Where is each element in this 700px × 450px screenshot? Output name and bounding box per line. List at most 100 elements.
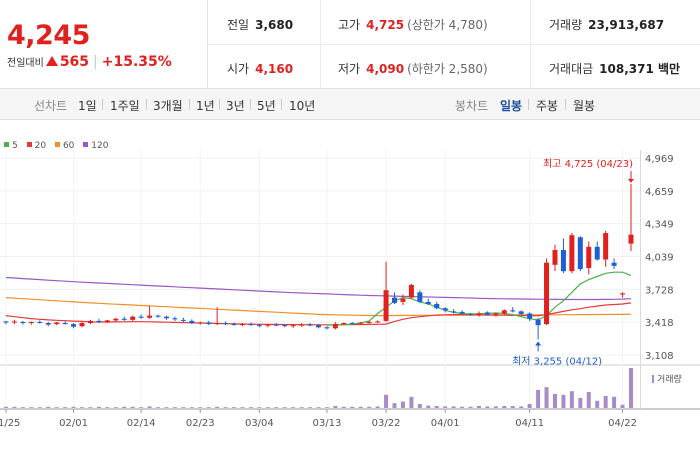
volume-bar <box>384 394 389 408</box>
candle-body <box>392 297 398 303</box>
current-price: 4,245 <box>7 20 90 51</box>
low-label: 저가 <box>338 62 361 76</box>
candle-body <box>560 249 566 272</box>
volume-bar <box>569 391 574 408</box>
x-tick-label: 04/11 <box>515 418 544 429</box>
candle-body <box>425 301 431 304</box>
range-1y[interactable]: 1년 <box>196 99 215 113</box>
volume-bar <box>206 407 211 408</box>
candle-body <box>231 324 237 326</box>
x-tick-label: 02/14 <box>127 418 156 429</box>
volume-bar <box>443 406 448 408</box>
range-10y[interactable]: 10년 <box>289 99 316 113</box>
candle-body <box>96 320 102 322</box>
volume-bar <box>96 406 101 408</box>
volume-bar <box>122 406 127 408</box>
candle-body <box>341 323 347 325</box>
candle-body <box>417 292 423 302</box>
lower-limit: (하한가 2,580) <box>407 62 488 76</box>
volume-bar <box>172 407 177 408</box>
x-tick-label: 03/04 <box>245 418 274 429</box>
candle-body <box>282 325 288 327</box>
range-3m[interactable]: 3개월 <box>153 99 183 113</box>
candle-body <box>155 315 161 317</box>
upper-limit: (상한가 4,780) <box>407 18 488 32</box>
volume-bar <box>451 406 456 408</box>
candle-body <box>248 324 254 326</box>
candle-body <box>163 316 169 319</box>
volume-bar <box>71 406 76 408</box>
candle-daily[interactable]: 일봉 <box>500 99 523 113</box>
candle-body <box>611 262 617 266</box>
volume-bar <box>510 406 515 408</box>
candle-body <box>577 237 583 270</box>
volume-bar <box>248 407 253 408</box>
volume-bar <box>198 407 203 408</box>
candle-body <box>451 311 457 313</box>
x-tick-label: 01/25 <box>0 418 20 429</box>
x-tick-label: 04/22 <box>608 418 637 429</box>
volume-bar <box>46 406 51 408</box>
open-label: 시가 <box>227 62 250 76</box>
x-tick-label: 04/01 <box>431 418 460 429</box>
candle-body <box>544 262 550 325</box>
ma-line-120 <box>5 276 632 301</box>
high-annotation: 최고 4,725 (04/23) <box>543 158 633 170</box>
volume-bar <box>223 407 228 408</box>
amount-stat: 거래대금 108,371 백만 <box>549 60 680 77</box>
volume-bar <box>468 406 473 408</box>
candle-body <box>20 321 26 324</box>
candle-body <box>408 284 414 298</box>
candle-body <box>223 323 229 325</box>
volume-label: 거래량 <box>549 18 583 32</box>
candle-body <box>299 324 305 326</box>
volume-bar <box>476 406 481 408</box>
volume-bar <box>544 387 549 408</box>
volume-bar <box>552 394 557 408</box>
candle-body <box>569 235 575 272</box>
amount-label: 거래대금 <box>549 62 594 76</box>
candle-body <box>586 246 592 268</box>
range-3y[interactable]: 3년 <box>226 99 245 113</box>
range-1d[interactable]: 1일 <box>78 99 97 113</box>
x-tick-label: 03/13 <box>313 418 342 429</box>
volume-bar <box>485 406 490 408</box>
amount-value: 108,371 백만 <box>599 62 681 76</box>
volume-legend-swatch <box>652 375 654 383</box>
candle-body <box>37 321 43 323</box>
volume-bar <box>502 406 507 408</box>
volume-bar <box>519 406 524 408</box>
volume-bar <box>215 406 220 408</box>
volume-bar <box>629 368 633 408</box>
volume-bar <box>240 407 245 408</box>
volume-bar <box>620 404 625 408</box>
open-value: 4,160 <box>255 62 294 76</box>
y-tick-label: 3,108 <box>645 351 674 362</box>
candle-body <box>54 322 60 325</box>
volume-bar <box>308 407 313 408</box>
candle-body <box>484 312 490 315</box>
candle-body <box>189 320 195 324</box>
up-triangle-icon <box>45 56 58 66</box>
candle-weekly[interactable]: 주봉 <box>536 99 559 113</box>
volume-bar <box>612 396 617 408</box>
prev-close-label: 전일 <box>227 18 250 32</box>
range-5y[interactable]: 5년 <box>257 99 276 113</box>
volume-bar <box>358 406 363 408</box>
range-1w[interactable]: 1주일 <box>110 99 140 113</box>
candle-body <box>138 316 144 318</box>
candle-body <box>172 318 178 320</box>
candle-body <box>3 321 9 323</box>
volume-bar <box>139 407 144 408</box>
open-stat: 시가 4,160 <box>227 60 293 77</box>
candle-monthly[interactable]: 월봉 <box>573 99 596 113</box>
volume-bar <box>561 394 566 408</box>
candle-body <box>180 319 186 321</box>
volume-label: 거래량 <box>657 373 682 385</box>
volume-bar <box>350 406 355 408</box>
candle-body <box>552 249 558 265</box>
candle-body <box>104 320 110 322</box>
volume-bar <box>164 407 169 408</box>
candle-body <box>501 310 507 314</box>
candle-body <box>442 308 448 311</box>
